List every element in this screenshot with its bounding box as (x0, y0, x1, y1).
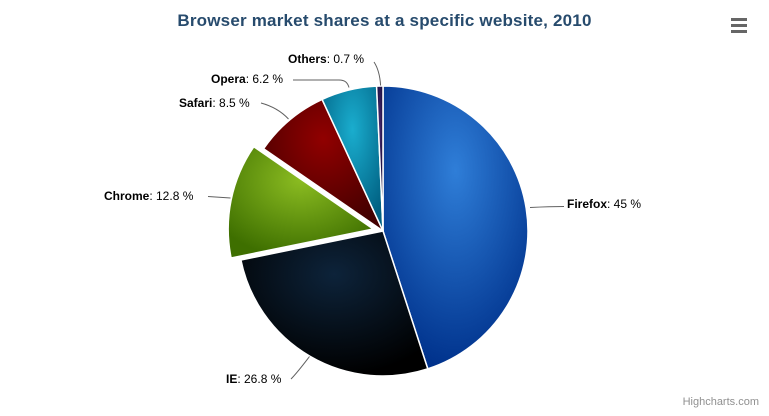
data-label-ie: IE: 26.8 % (226, 372, 282, 386)
pie-slices (227, 85, 529, 377)
pie-slice-others[interactable] (375, 85, 384, 232)
label-connector-safari (260, 102, 289, 120)
label-connector-chrome (207, 196, 231, 199)
label-connector-firefox (529, 206, 565, 208)
data-label-chrome: Chrome: 12.8 % (104, 189, 194, 203)
data-label-safari: Safari: 8.5 % (179, 96, 250, 110)
pie-slice-chrome[interactable] (227, 145, 374, 259)
label-connector-others (373, 61, 382, 86)
hamburger-icon (731, 18, 747, 33)
data-label-firefox: Firefox: 45 % (567, 197, 642, 211)
data-label-opera: Opera: 6.2 % (211, 72, 284, 86)
credits-link[interactable]: Highcharts.com (682, 396, 759, 408)
chart-title: Browser market shares at a specific webs… (177, 11, 592, 30)
data-label-others: Others: 0.7 % (288, 52, 365, 66)
export-menu-button[interactable] (728, 15, 750, 36)
label-connector-ie (290, 356, 310, 380)
label-connector-opera (293, 79, 350, 88)
pie-slice-ie[interactable] (240, 230, 429, 377)
label-connectors (207, 61, 565, 380)
pie-slice-firefox[interactable] (382, 85, 529, 370)
